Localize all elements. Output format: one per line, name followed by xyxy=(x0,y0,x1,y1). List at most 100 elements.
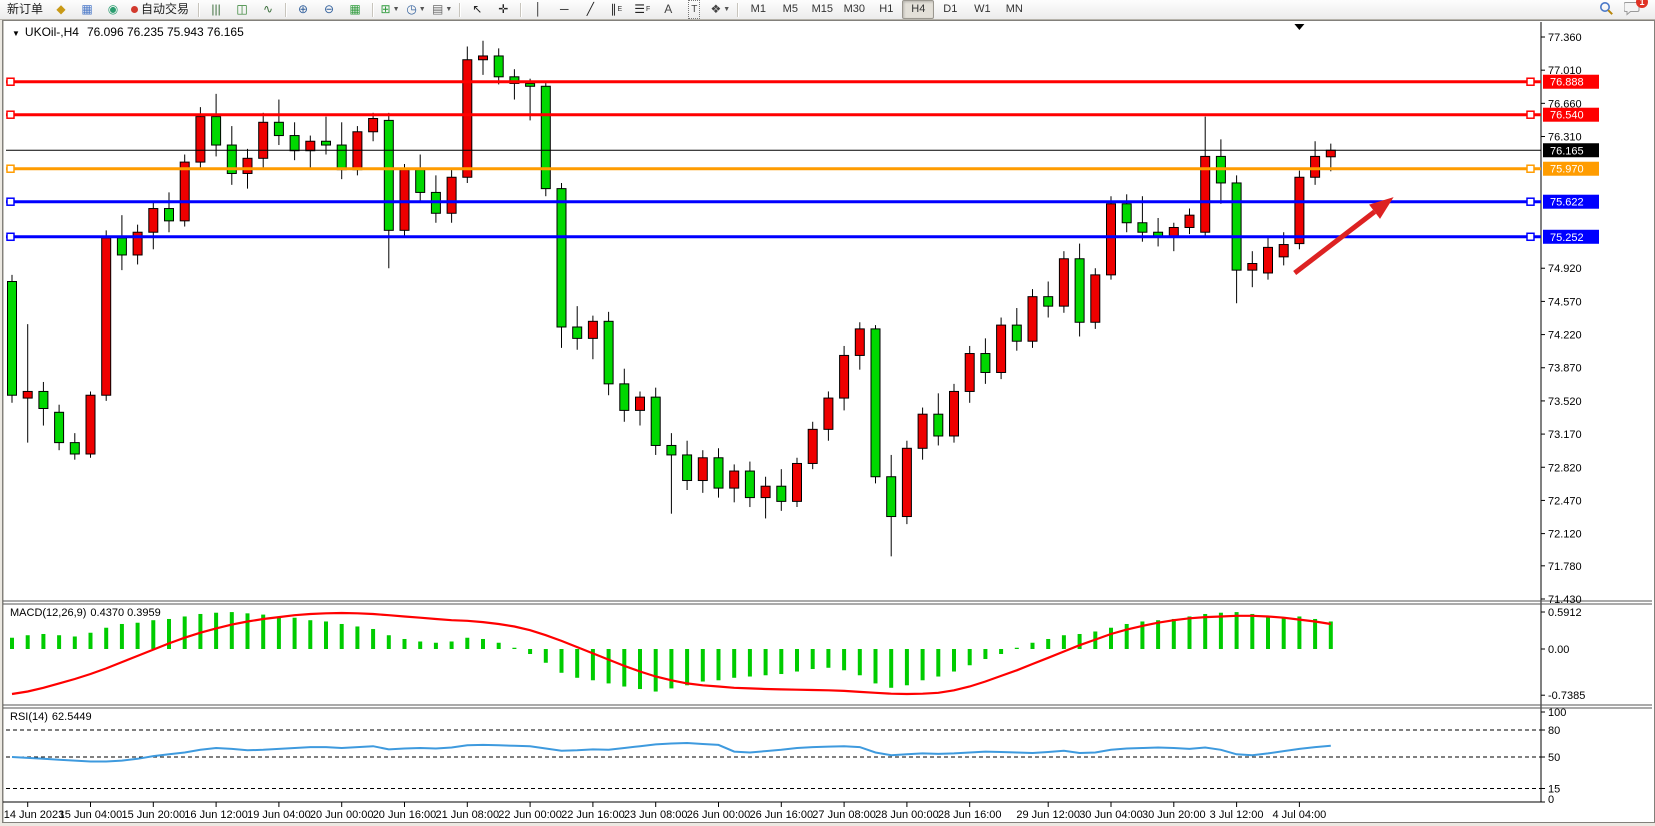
notifications-icon[interactable]: 1 xyxy=(1623,0,1648,19)
timeframe-d1[interactable]: D1 xyxy=(943,3,958,15)
rsi-pane: 100 80 50 150 xyxy=(6,707,1566,806)
svg-text:76.660: 76.660 xyxy=(1548,98,1582,110)
new-order-button[interactable]: 新订单 xyxy=(7,2,44,16)
candle xyxy=(964,353,975,392)
support-line-75622[interactable]: 75.622 xyxy=(6,194,1599,209)
candle xyxy=(38,390,49,409)
text-label-icon[interactable]: T xyxy=(681,0,707,19)
arrows-icon[interactable]: ❖ ▼ xyxy=(710,2,731,16)
toolbar-right: 1 xyxy=(1599,0,1655,19)
candle xyxy=(619,383,630,411)
candle xyxy=(1058,258,1069,307)
svg-text:20 Jun 00:00: 20 Jun 00:00 xyxy=(310,809,374,821)
template-icon[interactable]: ▤ ▼ xyxy=(432,2,453,16)
candle xyxy=(1310,155,1321,178)
svg-text:16 Jun 12:00: 16 Jun 12:00 xyxy=(184,809,248,821)
svg-text:3 Jul 12:00: 3 Jul 12:00 xyxy=(1210,809,1264,821)
channel-icon[interactable]: ∥ E xyxy=(610,2,623,16)
candle xyxy=(666,444,677,456)
candle xyxy=(1090,274,1101,323)
toolbar-separator xyxy=(459,2,461,17)
svg-text:-0.7385: -0.7385 xyxy=(1548,690,1585,702)
toolbar-separator xyxy=(520,2,522,17)
candle xyxy=(996,324,1007,373)
candle xyxy=(635,396,645,411)
candle xyxy=(462,59,473,178)
trend-arrow[interactable] xyxy=(1293,197,1394,275)
resistance-line-76888[interactable]: 76.888 xyxy=(6,74,1599,89)
timeframe-h1[interactable]: H1 xyxy=(879,3,894,15)
support-line-75252[interactable]: 75.252 xyxy=(6,229,1599,244)
svg-text:23 Jun 08:00: 23 Jun 08:00 xyxy=(624,809,688,821)
candle xyxy=(603,320,614,385)
candle xyxy=(760,485,771,499)
current-price-line: 76.165 xyxy=(6,143,1599,158)
timeframe-m5[interactable]: M5 xyxy=(782,3,798,15)
svg-text:75.970: 75.970 xyxy=(1550,164,1584,176)
timeframe-m15[interactable]: M15 xyxy=(811,3,834,15)
timeframe-m1[interactable]: M1 xyxy=(750,3,766,15)
svg-text:30 Jun 04:00: 30 Jun 04:00 xyxy=(1079,809,1143,821)
candle xyxy=(1184,214,1195,228)
candle xyxy=(415,169,426,193)
candlestick-chart-icon[interactable]: ◫ xyxy=(236,2,248,16)
svg-text:28 Jun 16:00: 28 Jun 16:00 xyxy=(938,809,1002,821)
vertical-line-icon[interactable]: │ xyxy=(534,2,543,16)
add-indicator-icon[interactable]: ⊞ ▼ xyxy=(380,2,400,16)
rsi-value: 62.5449 xyxy=(51,711,92,723)
candle xyxy=(1294,176,1305,245)
svg-text:75.252: 75.252 xyxy=(1550,232,1584,244)
timeframe-w1[interactable]: W1 xyxy=(974,3,991,15)
pivot-line-75970[interactable]: 75.970 xyxy=(6,161,1599,176)
svg-text:72.120: 72.120 xyxy=(1548,529,1582,541)
tile-windows-icon[interactable]: ▦ xyxy=(349,2,361,16)
autotrading-button[interactable]: 自动交易 xyxy=(126,1,194,18)
candle xyxy=(556,188,567,328)
chevron-down-icon: ▼ xyxy=(418,6,426,13)
rsi-label: RSI(14) 62.5449 xyxy=(10,711,96,723)
chevron-down-icon: ▼ xyxy=(723,6,731,13)
text-icon[interactable]: A xyxy=(664,2,673,16)
candle xyxy=(164,208,174,222)
svg-text:71.430: 71.430 xyxy=(1548,594,1582,606)
resistance-line-76540[interactable]: 76.540 xyxy=(6,107,1599,122)
horizontal-line-icon[interactable]: ─ xyxy=(560,2,569,16)
signals-icon[interactable]: ◉ xyxy=(107,2,119,16)
candle xyxy=(525,82,536,87)
candle xyxy=(776,485,787,502)
search-icon[interactable] xyxy=(1599,1,1614,19)
candle xyxy=(258,121,269,159)
timeframe-h4[interactable]: H4 xyxy=(902,0,935,19)
bar-chart-icon[interactable]: ||| xyxy=(211,2,221,16)
timeframe-mn[interactable]: MN xyxy=(1005,3,1023,15)
cursor-icon[interactable]: ↖ xyxy=(472,2,483,16)
candle xyxy=(399,169,410,231)
candle xyxy=(1106,203,1116,276)
line-chart-icon[interactable]: ∿ xyxy=(263,2,274,16)
svg-text:73.170: 73.170 xyxy=(1548,429,1582,441)
svg-text:76.540: 76.540 xyxy=(1550,110,1584,122)
svg-text:27 Jun 08:00: 27 Jun 08:00 xyxy=(812,809,876,821)
crosshair-icon[interactable]: ✛ xyxy=(498,2,509,16)
candle xyxy=(650,396,661,446)
period-selector-icon[interactable]: ◷ ▼ xyxy=(406,2,426,16)
candle xyxy=(305,140,316,152)
zoom-in-icon[interactable]: ⊕ xyxy=(298,2,309,16)
candle xyxy=(1043,296,1054,307)
symbol-period-label: UKOil-,H4 xyxy=(24,25,79,39)
candle xyxy=(195,116,206,163)
new-chart-icon[interactable]: ◆ xyxy=(56,2,66,16)
candle xyxy=(1121,203,1132,224)
zoom-out-icon[interactable]: ⊖ xyxy=(324,2,335,16)
svg-text:22 Jun 00:00: 22 Jun 00:00 xyxy=(498,809,562,821)
timeframe-m30[interactable]: M30 xyxy=(843,3,866,15)
candle xyxy=(368,118,379,133)
candle xyxy=(729,470,740,489)
trendline-icon[interactable]: ╱ xyxy=(586,2,594,16)
fibonacci-icon[interactable]: ☰ F xyxy=(634,2,651,16)
data-window-icon[interactable]: ▦ xyxy=(81,2,93,16)
chart-shift-marker[interactable] xyxy=(1294,24,1305,30)
svg-text:0: 0 xyxy=(1548,794,1554,806)
collapse-triangle-icon[interactable]: ▼ xyxy=(12,29,20,38)
svg-text:74.220: 74.220 xyxy=(1548,330,1582,342)
